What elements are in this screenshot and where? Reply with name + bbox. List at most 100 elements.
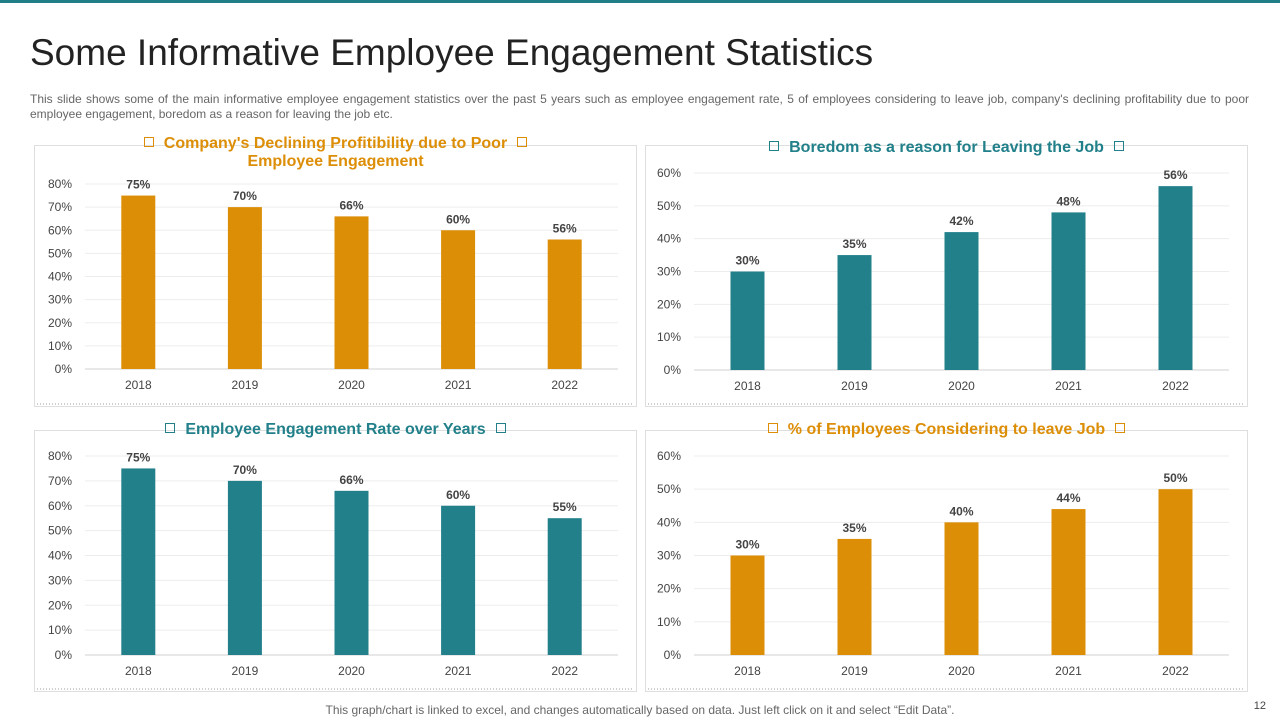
data-label: 70%: [233, 463, 257, 477]
y-tick-label: 80%: [48, 177, 72, 191]
legend-square-icon: [1115, 422, 1126, 433]
y-tick-label: 20%: [657, 297, 681, 311]
x-tick-label: 2022: [1162, 379, 1189, 393]
data-label: 48%: [1056, 194, 1080, 208]
x-tick-label: 2018: [734, 379, 761, 393]
x-tick-label: 2020: [338, 664, 365, 678]
bar[interactable]: [441, 230, 476, 369]
legend-square-icon: [517, 136, 528, 147]
bar[interactable]: [1051, 509, 1086, 655]
bar[interactable]: [547, 239, 582, 370]
bar[interactable]: [547, 518, 582, 655]
bar[interactable]: [334, 216, 369, 369]
y-tick-label: 50%: [48, 246, 72, 260]
data-label: 56%: [1163, 168, 1187, 182]
y-tick-label: 10%: [48, 339, 72, 353]
data-label: 70%: [233, 189, 257, 203]
bar[interactable]: [730, 271, 765, 371]
bar[interactable]: [837, 255, 872, 370]
y-tick-label: 0%: [664, 363, 682, 377]
page-title: Some Informative Employee Engagement Sta…: [30, 32, 874, 73]
data-label: 30%: [735, 254, 759, 268]
bar[interactable]: [227, 480, 262, 655]
y-tick-label: 30%: [48, 573, 72, 587]
y-tick-label: 70%: [48, 474, 72, 488]
footer-note: This graph/chart is linked to excel, and…: [325, 703, 955, 717]
y-tick-label: 40%: [657, 515, 681, 529]
data-label: 40%: [949, 504, 973, 518]
data-label: 66%: [339, 198, 363, 212]
y-tick-label: 20%: [48, 316, 72, 330]
data-label: 75%: [126, 178, 150, 192]
bar-chart: 0% 10% 20% 30% 40% 50% 60% 70% 80% 75% 2018 70% 2019…: [37, 449, 634, 690]
x-tick-label: 2022: [551, 378, 578, 392]
y-tick-label: 80%: [48, 449, 72, 463]
y-tick-label: 30%: [657, 549, 681, 563]
data-label: 30%: [735, 538, 759, 552]
bar[interactable]: [227, 207, 262, 369]
legend-square-icon: [165, 422, 176, 433]
legend-square-icon: [1113, 140, 1124, 151]
data-label: 56%: [553, 222, 577, 236]
bar[interactable]: [1158, 186, 1193, 370]
chart-title: % of Employees Considering to leave Job: [646, 421, 1247, 439]
bar[interactable]: [1158, 489, 1193, 655]
y-tick-label: 40%: [48, 549, 72, 563]
bar[interactable]: [837, 538, 872, 655]
bar[interactable]: [441, 505, 476, 655]
data-label: 44%: [1056, 491, 1080, 505]
bar-chart: 0% 10% 20% 30% 40% 50% 60% 30% 2018 35% 2019 40% 202…: [648, 449, 1245, 690]
bar[interactable]: [730, 555, 765, 656]
data-label: 60%: [446, 488, 470, 502]
data-label: 50%: [1163, 471, 1187, 485]
y-tick-label: 20%: [48, 598, 72, 612]
chart-panel-considering-leave[interactable]: % of Employees Considering to leave Job …: [645, 421, 1248, 692]
y-tick-label: 70%: [48, 200, 72, 214]
data-label: 35%: [842, 237, 866, 251]
chart-panel-declining-profitability[interactable]: Company's Declining Profitibility due to…: [34, 135, 637, 407]
x-tick-label: 2022: [1162, 664, 1189, 678]
x-tick-label: 2021: [445, 664, 472, 678]
chart-title-line-2: Employee Engagement: [247, 153, 424, 170]
x-tick-label: 2018: [734, 664, 761, 678]
chart-title-line-1: Boredom as a reason for Leaving the Job: [789, 139, 1104, 156]
chart-panel-boredom[interactable]: Boredom as a reason for Leaving the Job …: [645, 139, 1248, 407]
legend-square-icon: [767, 422, 778, 433]
bar[interactable]: [944, 522, 979, 655]
bar[interactable]: [944, 232, 979, 370]
data-label: 60%: [446, 212, 470, 226]
page-number: 12: [1253, 700, 1266, 712]
y-tick-label: 60%: [657, 166, 681, 180]
bar[interactable]: [121, 195, 156, 369]
y-tick-label: 0%: [664, 648, 682, 662]
chart-title-line-1: Employee Engagement Rate over Years: [185, 421, 486, 438]
bar[interactable]: [334, 490, 369, 655]
data-label: 42%: [949, 214, 973, 228]
x-tick-label: 2020: [948, 379, 975, 393]
y-tick-label: 0%: [55, 362, 73, 376]
bar[interactable]: [1051, 212, 1086, 370]
y-tick-label: 40%: [48, 270, 72, 284]
data-label: 55%: [553, 500, 577, 514]
chart-title-line-1: Company's Declining Profitibility due to…: [163, 135, 508, 152]
x-tick-label: 2019: [232, 664, 259, 678]
chart-title: Company's Declining Profitibility due to…: [35, 135, 636, 171]
x-tick-label: 2019: [841, 664, 868, 678]
y-tick-label: 10%: [657, 615, 681, 629]
x-tick-label: 2022: [551, 664, 578, 678]
bar[interactable]: [121, 468, 156, 655]
chart-panel-engagement-rate[interactable]: Employee Engagement Rate over Years 0% 10…: [34, 421, 637, 692]
slide-description: This slide shows some of the main inform…: [30, 92, 1249, 121]
x-tick-label: 2018: [125, 664, 152, 678]
x-tick-label: 2020: [338, 378, 365, 392]
y-tick-label: 30%: [48, 293, 72, 307]
chart-title-line-1: % of Employees Considering to leave Job: [787, 421, 1106, 438]
y-tick-label: 50%: [657, 199, 681, 213]
y-tick-label: 10%: [48, 623, 72, 637]
bar-chart: 0% 10% 20% 30% 40% 50% 60% 30% 2018 35% 2019 42% 202…: [648, 166, 1245, 405]
x-tick-label: 2021: [445, 378, 472, 392]
legend-square-icon: [769, 140, 780, 151]
y-tick-label: 30%: [657, 265, 681, 279]
y-tick-label: 60%: [48, 499, 72, 513]
y-tick-label: 60%: [48, 223, 72, 237]
